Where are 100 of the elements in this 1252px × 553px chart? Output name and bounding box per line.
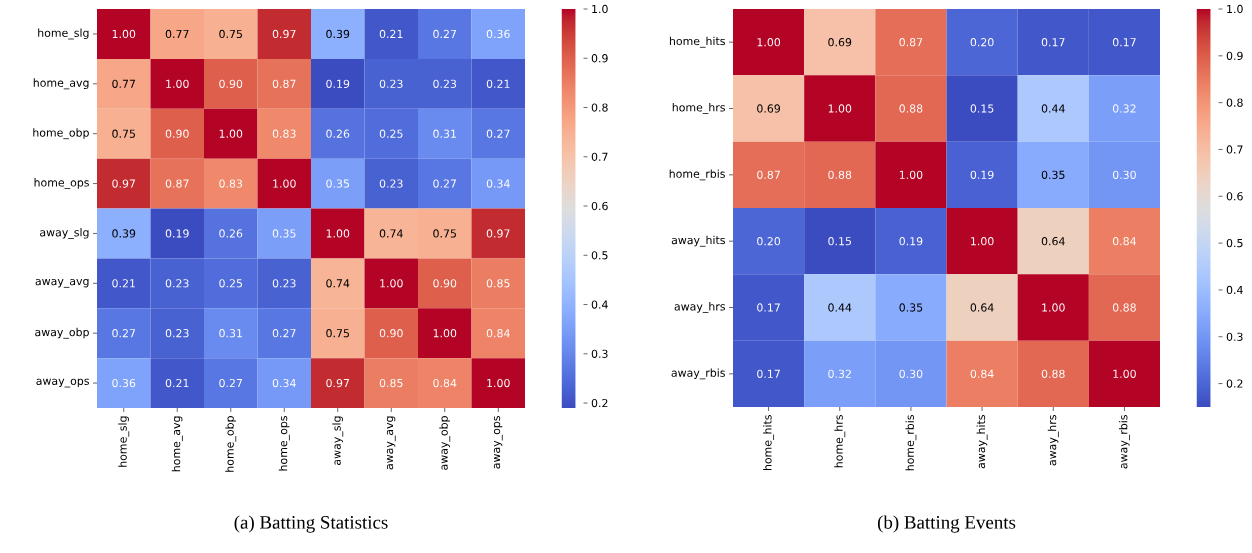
- data-label: 0.30: [1112, 170, 1136, 179]
- x-tick-label: home_avg: [171, 416, 183, 472]
- y-tick-label: away_obp: [35, 327, 89, 339]
- data-label: 0.74: [379, 229, 403, 238]
- data-label: 0.64: [970, 303, 994, 312]
- data-label: 0.25: [379, 129, 403, 138]
- color-bar-label: 0.3: [1226, 332, 1243, 341]
- data-label: 0.20: [757, 237, 781, 246]
- data-label: 0.75: [433, 229, 456, 238]
- data-label: 0.90: [433, 279, 457, 288]
- data-label: 0.88: [828, 170, 852, 179]
- data-label: 1.00: [112, 29, 136, 39]
- data-label: 0.35: [272, 229, 296, 238]
- data-label: 0.21: [379, 29, 403, 39]
- color-bar-label: 0.8: [591, 103, 608, 112]
- data-label: 0.20: [970, 38, 994, 47]
- data-label: 0.27: [486, 129, 510, 138]
- y-tick-label: home_avg: [33, 78, 89, 90]
- x-tick-label: away_slg: [332, 416, 344, 465]
- color-bar-label: 0.8: [1226, 98, 1243, 107]
- data-label: 0.87: [165, 179, 189, 188]
- data-label: 0.84: [1112, 237, 1137, 246]
- x-tick-label: away_obp: [439, 416, 451, 470]
- data-label: 0.27: [112, 329, 136, 338]
- data-label: 0.88: [1112, 303, 1136, 312]
- data-label: 1.00: [1042, 303, 1065, 312]
- data-label: 0.39: [112, 229, 136, 238]
- data-label: 1.00: [380, 279, 403, 288]
- data-label: 0.84: [433, 378, 457, 388]
- data-label: 0.85: [379, 378, 403, 388]
- color-bar-label: 0.9: [1226, 51, 1243, 60]
- data-label: 0.84: [486, 329, 510, 338]
- data-label: 0.90: [165, 129, 189, 138]
- data-label: 0.36: [486, 29, 510, 39]
- data-label: 0.87: [899, 38, 923, 47]
- data-label: 0.36: [112, 378, 136, 388]
- color-bar-label: 1.0: [592, 4, 608, 14]
- data-label: 0.90: [379, 329, 403, 338]
- data-label: 0.31: [433, 129, 456, 138]
- color-bar-label: 0.3: [591, 349, 608, 358]
- data-label: 0.97: [112, 179, 136, 188]
- data-label: 0.21: [486, 79, 510, 88]
- data-label: 0.39: [326, 29, 350, 39]
- data-label: 0.35: [326, 179, 349, 188]
- color-bar-label: 0.7: [591, 152, 608, 161]
- data-label: 0.84: [970, 369, 994, 378]
- x-tick-label: away_avg: [386, 416, 396, 470]
- y-tick-label: home_obp: [33, 128, 89, 140]
- data-label: 0.74: [326, 279, 350, 288]
- color-bar-label: 0.6: [591, 201, 608, 211]
- data-label: 0.23: [379, 179, 403, 188]
- data-label: 0.27: [272, 329, 296, 338]
- y-tick-label: home_hrs: [672, 103, 725, 114]
- data-label: 0.77: [112, 79, 136, 88]
- data-label: 0.19: [165, 229, 189, 238]
- y-tick-label: away_hits: [671, 235, 725, 247]
- y-tick-label: home_slg: [38, 28, 89, 40]
- x-tick-label: home_hrs: [834, 415, 846, 468]
- x-tick-label: home_hits: [763, 415, 775, 471]
- y-tick-label: away_rbis: [671, 368, 725, 380]
- data-label: 1.00: [326, 229, 350, 238]
- color-bar-label: 0.5: [591, 251, 608, 260]
- data-label: 0.21: [112, 279, 135, 288]
- data-label: 0.87: [757, 170, 780, 179]
- data-label: 0.23: [433, 79, 457, 88]
- data-label: 1.00: [166, 79, 189, 88]
- data-label: 0.64: [1041, 237, 1065, 246]
- y-tick-label: away_avg: [35, 278, 89, 288]
- data-label: 1.00: [899, 170, 923, 179]
- y-tick-label: home_hits: [669, 36, 725, 48]
- data-label: 0.83: [272, 129, 296, 138]
- color-bar-label: 0.4: [591, 300, 608, 309]
- data-label: 0.30: [899, 369, 923, 378]
- data-label: 0.90: [219, 79, 243, 88]
- text: (b) Batting Events: [877, 515, 1016, 533]
- data-label: 0.88: [1041, 369, 1065, 378]
- x-tick-label: home_obp: [225, 416, 237, 472]
- data-label: 1.00: [828, 104, 852, 113]
- data-label: 0.85: [486, 279, 510, 288]
- data-label: 0.75: [112, 129, 135, 138]
- y-tick-label: away_ops: [36, 378, 89, 388]
- data-label: 1.00: [971, 237, 994, 246]
- data-label: 0.15: [828, 237, 851, 246]
- x-tick-label: away_rbis: [1118, 415, 1130, 469]
- data-label: 0.35: [899, 303, 923, 312]
- data-label: 0.77: [165, 29, 189, 39]
- color-bar-label: 1.0: [1227, 4, 1243, 14]
- color-bar-label: 0.2: [1226, 379, 1243, 388]
- data-label: 0.26: [219, 229, 243, 238]
- y-tick-label: away_slg: [40, 227, 89, 239]
- x-tick-label: home_rbis: [905, 415, 917, 471]
- data-label: 0.15: [970, 104, 994, 113]
- data-label: 0.75: [326, 329, 349, 338]
- x-tick-label: away_hrs: [1047, 415, 1059, 466]
- x-tick-label: home_slg: [118, 416, 130, 467]
- data-label: 0.75: [219, 29, 242, 39]
- data-label: 0.32: [1112, 104, 1136, 113]
- data-label: 0.17: [1041, 38, 1065, 47]
- data-label: 1.00: [487, 378, 510, 388]
- data-label: 0.31: [219, 329, 242, 338]
